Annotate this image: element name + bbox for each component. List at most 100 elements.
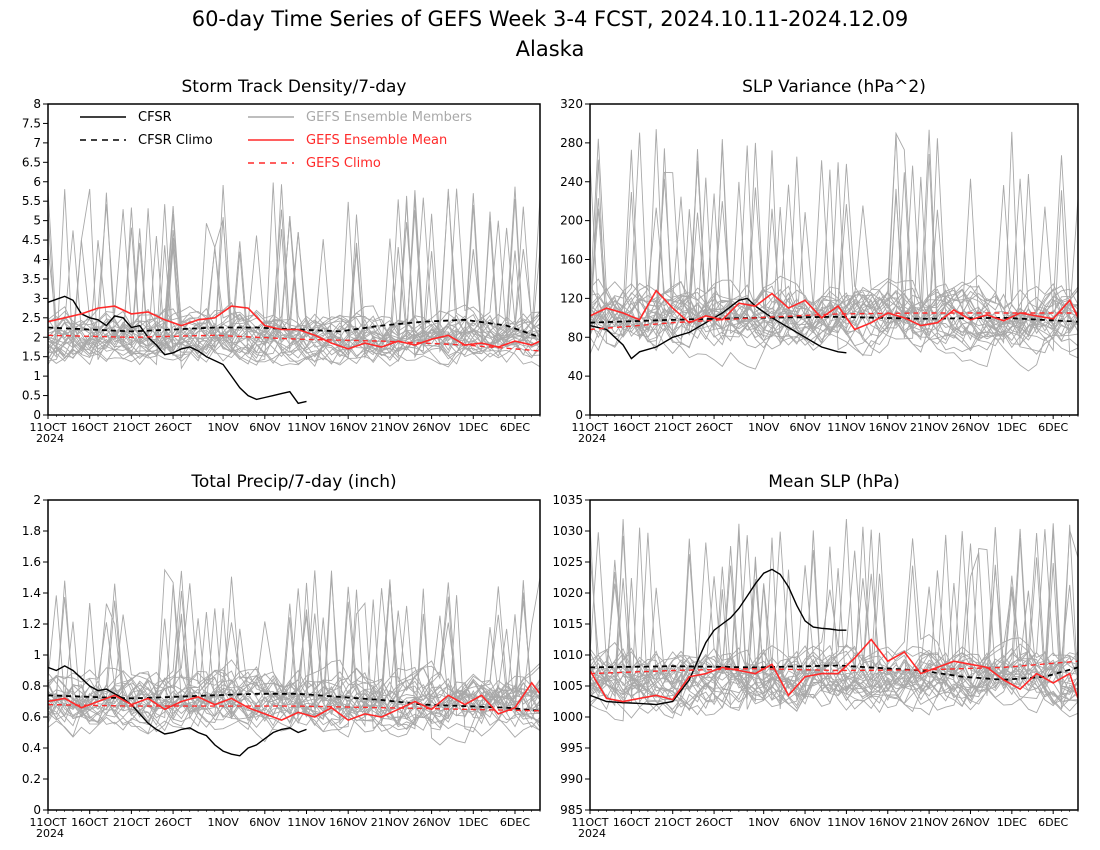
- x-tick-label: 1DEC: [458, 421, 488, 434]
- x-year-label: 2024: [36, 432, 64, 445]
- x-tick-label: 6DEC: [500, 421, 530, 434]
- x-tick-label: 11OCT: [571, 816, 608, 829]
- legend-label: GEFS Ensemble Mean: [306, 133, 447, 148]
- x-tick-label: 6DEC: [500, 816, 530, 829]
- x-tick-label: 6DEC: [1038, 421, 1068, 434]
- x-tick-label: 16NOV: [869, 421, 908, 434]
- cfsr-climo-line: [590, 315, 1078, 324]
- y-tick-label: 1025: [552, 555, 583, 569]
- x-year-label: 2024: [578, 827, 606, 840]
- cfsr-line: [48, 665, 307, 757]
- y-tick-label: 200: [560, 214, 583, 228]
- x-tick-label: 21NOV: [910, 421, 949, 434]
- y-tick-label: 1.5: [22, 350, 41, 364]
- x-tick-label: 21OCT: [113, 816, 150, 829]
- y-tick-label: 120: [560, 291, 583, 305]
- ensemble-member-line: [48, 186, 540, 368]
- y-tick-label: 0.4: [22, 741, 41, 755]
- cfsr-climo-line: [48, 318, 540, 339]
- y-tick-label: 7: [33, 136, 41, 150]
- y-tick-label: 1035: [552, 493, 583, 507]
- y-tick-label: 990: [560, 772, 583, 786]
- y-tick-label: 0.5: [22, 389, 41, 403]
- x-tick-label: 21NOV: [371, 421, 410, 434]
- legend-label: CFSR: [138, 110, 172, 125]
- plot-frame: [47, 103, 541, 416]
- x-tick-label: 26OCT: [696, 816, 733, 829]
- y-tick-label: 5: [33, 214, 41, 228]
- y-tick-label: 2.5: [22, 311, 41, 325]
- cfsr-line: [590, 297, 847, 360]
- figure-title: 60-day Time Series of GEFS Week 3-4 FCST…: [192, 7, 909, 31]
- ensemble-member-line: [590, 285, 1078, 355]
- ensemble-member-line: [48, 583, 540, 722]
- y-tick-label: 1.2: [22, 617, 41, 631]
- x-tick-label: 26NOV: [951, 421, 990, 434]
- ensemble-member-line: [590, 129, 1078, 348]
- ensemble-members: [590, 518, 1078, 722]
- ensemble-member-line: [48, 230, 540, 366]
- x-tick-label: 21NOV: [371, 816, 410, 829]
- x-tick-label: 26OCT: [155, 816, 192, 829]
- x-tick-label: 1NOV: [208, 816, 240, 829]
- cfsr-line: [590, 568, 847, 706]
- y-tick-label: 1015: [552, 617, 583, 631]
- legend-label: GEFS Ensemble Members: [306, 110, 472, 125]
- gefs-mean-line: [590, 289, 1078, 331]
- ensemble-member-line: [590, 534, 1078, 709]
- x-tick-label: 16OCT: [71, 421, 108, 434]
- ensemble-member-line: [48, 192, 540, 358]
- panel-title: Mean SLP (hPa): [768, 472, 900, 492]
- ensemble-member-line: [48, 193, 540, 367]
- ensemble-member-line: [48, 189, 540, 362]
- x-year-label: 2024: [578, 432, 606, 445]
- y-tick-label: 0: [33, 408, 41, 422]
- y-tick-label: 1010: [552, 648, 583, 662]
- x-tick-label: 11NOV: [827, 421, 866, 434]
- x-tick-label: 26NOV: [412, 421, 451, 434]
- ensemble-member-line: [48, 586, 540, 731]
- y-tick-label: 1020: [552, 586, 583, 600]
- y-tick-label: 4.5: [22, 233, 41, 247]
- legend-label: GEFS Climo: [306, 156, 381, 171]
- x-tick-label: 1NOV: [748, 421, 780, 434]
- legend-label: CFSR Climo: [138, 133, 213, 148]
- ensemble-members: [590, 129, 1078, 372]
- y-tick-label: 320: [560, 97, 583, 111]
- x-tick-label: 6NOV: [789, 816, 821, 829]
- y-tick-label: 280: [560, 136, 583, 150]
- x-tick-label: 16OCT: [613, 421, 650, 434]
- y-tick-label: 5.5: [22, 194, 41, 208]
- x-tick-label: 16NOV: [869, 816, 908, 829]
- y-tick-label: 6: [33, 175, 41, 189]
- ensemble-member-line: [590, 132, 1078, 368]
- ensemble-members: [48, 568, 540, 746]
- x-tick-label: 6NOV: [249, 816, 281, 829]
- x-tick-label: 26OCT: [696, 421, 733, 434]
- ensemble-member-line: [590, 532, 1078, 705]
- gefs-climo-line: [590, 660, 1078, 675]
- ensemble-member-line: [590, 173, 1078, 349]
- x-tick-label: 6NOV: [789, 421, 821, 434]
- ensemble-members: [48, 182, 540, 370]
- panel-4: Mean SLP (hPa) 985 990 995 1000 1005 1010 1015 1…: [552, 472, 1079, 840]
- cfsr-climo-line: [48, 692, 540, 712]
- x-tick-label: 26NOV: [951, 816, 990, 829]
- gefs-mean-line: [590, 638, 1078, 703]
- y-tick-label: 240: [560, 175, 583, 189]
- x-tick-label: 1DEC: [997, 421, 1027, 434]
- y-tick-label: 1.4: [22, 586, 41, 600]
- y-tick-label: 0.6: [22, 710, 41, 724]
- y-tick-label: 3.5: [22, 272, 41, 286]
- y-tick-label: 0: [33, 803, 41, 817]
- x-tick-label: 26NOV: [412, 816, 451, 829]
- x-tick-label: 6NOV: [249, 421, 281, 434]
- panel-title: SLP Variance (hPa^2): [742, 77, 926, 97]
- panel-title: Storm Track Density/7-day: [182, 77, 407, 97]
- panel-1: Storm Track Density/7-day 0 0.5 1 1.5 2 2.5 3 3.…: [22, 77, 541, 445]
- x-tick-label: 6DEC: [1038, 816, 1068, 829]
- ensemble-member-line: [590, 525, 1078, 698]
- panel-2: SLP Variance (hPa^2) 0 40 80 120 160 200 240 280…: [560, 77, 1079, 445]
- panels: Storm Track Density/7-day 0 0.5 1 1.5 2 2.5 3 3.…: [22, 77, 1079, 840]
- legend: CFSR CFSR Climo GEFS Ensemble Members GEFS …: [80, 110, 472, 171]
